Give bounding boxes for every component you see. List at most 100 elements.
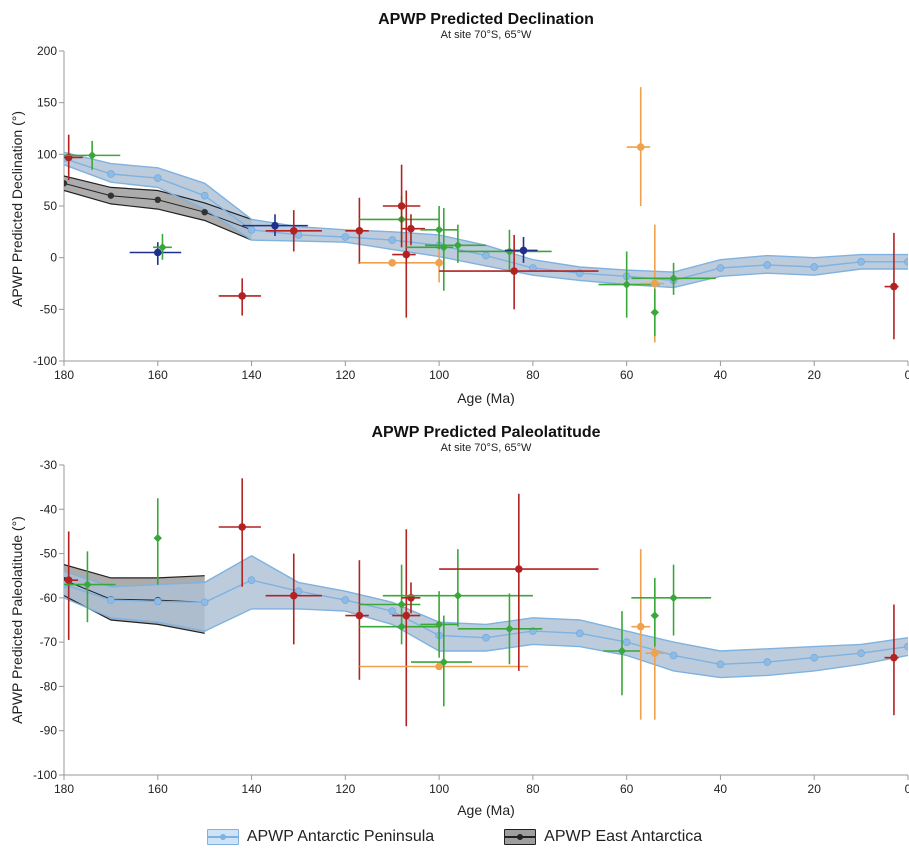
band-antarctic-peninsula-shade <box>64 152 908 288</box>
declination-chart: APWP Predicted Declination At site 70°S,… <box>9 11 909 406</box>
chart-title: APWP Predicted Declination <box>378 11 594 28</box>
observation-marker <box>397 202 406 210</box>
peninsula-point <box>294 587 303 596</box>
site-observation <box>631 262 716 295</box>
x-tick-label: 140 <box>242 368 262 382</box>
site-observation <box>884 604 899 716</box>
plot-area <box>64 478 908 727</box>
observation-marker <box>650 611 659 620</box>
peninsula-point <box>388 236 397 244</box>
x-tick-label: 40 <box>714 368 728 382</box>
peninsula-point <box>669 651 678 660</box>
observation-marker <box>388 259 397 267</box>
east-antarctica-point <box>107 192 115 199</box>
y-tick-label: -90 <box>40 724 58 738</box>
site-observation <box>265 553 322 645</box>
observation-marker <box>651 279 659 288</box>
observation-marker <box>650 308 659 317</box>
site-observation <box>359 259 440 267</box>
site-observation <box>457 593 543 665</box>
observation-marker <box>153 248 162 257</box>
y-axis-label: APWP Predicted Declination (°) <box>9 111 25 307</box>
observation-marker <box>636 622 645 631</box>
legend-swatch-peninsula <box>206 829 239 845</box>
observation-marker <box>636 143 645 151</box>
peninsula-point <box>482 633 490 642</box>
site-observation <box>392 529 421 727</box>
peninsula-point <box>200 598 209 607</box>
peninsula-point <box>575 629 584 638</box>
observation-marker <box>355 227 364 235</box>
x-tick-label: 120 <box>335 368 355 382</box>
peninsula-point <box>482 251 490 260</box>
observation-marker <box>890 653 898 662</box>
y-tick-label: -100 <box>33 354 57 368</box>
chart-subtitle: At site 70°S, 65°W <box>441 29 532 41</box>
observation-marker <box>355 611 364 620</box>
observation-marker <box>622 280 631 289</box>
observation-marker <box>289 591 298 600</box>
legend-label-peninsula: APWP Antarctic Peninsula <box>246 828 435 845</box>
x-tick-label: 20 <box>808 368 822 382</box>
site-observation <box>64 134 83 181</box>
site-observation <box>425 224 486 263</box>
site-observation <box>650 288 659 337</box>
site-observation <box>218 278 261 316</box>
observation-marker <box>453 241 463 250</box>
site-observation <box>598 251 660 318</box>
observation-marker <box>64 576 73 584</box>
paleolatitude-chart: APWP Predicted Paleolatitude At site 70°… <box>9 424 909 818</box>
y-tick-label: -60 <box>40 591 58 605</box>
peninsula-point <box>904 642 908 651</box>
site-observation <box>218 478 261 587</box>
site-observation <box>631 564 712 636</box>
observation-marker <box>238 292 246 300</box>
y-tick-label: 150 <box>37 96 57 110</box>
plot-area <box>64 87 908 343</box>
site-observation <box>640 224 665 343</box>
observation-marker <box>669 593 678 603</box>
legend-item-east[interactable]: APWP East Antarctica <box>504 828 702 846</box>
site-observation <box>64 140 121 170</box>
observation-marker <box>617 646 627 656</box>
observation-marker <box>434 225 444 234</box>
peninsula-point <box>857 649 865 658</box>
site-observation <box>64 531 79 640</box>
peninsula-point <box>716 660 725 669</box>
x-tick-label: 20 <box>808 782 822 796</box>
observation-marker <box>435 259 443 267</box>
y-tick-label: 100 <box>37 147 57 161</box>
x-tick-label: 180 <box>54 782 74 796</box>
x-tick-label: 60 <box>620 782 634 796</box>
east-lower-edge <box>64 189 252 241</box>
site-observation <box>401 214 426 246</box>
y-tick-label: -50 <box>40 547 58 561</box>
band-antarctic-peninsula-shade <box>64 555 908 678</box>
peninsula-upper-edge <box>64 554 908 652</box>
observation-marker <box>515 565 523 573</box>
legend-label-east: APWP East Antarctica <box>544 828 703 845</box>
x-tick-label: 0 <box>905 368 909 382</box>
legend-item-peninsula[interactable]: APWP Antarctic Peninsula <box>206 828 435 846</box>
site-observation <box>884 232 899 340</box>
x-tick-label: 80 <box>526 368 540 382</box>
site-observation <box>504 237 538 263</box>
peninsula-point <box>716 264 725 272</box>
observation-marker <box>651 649 659 658</box>
site-observation <box>153 498 162 585</box>
peninsula-point <box>247 225 256 234</box>
legend-swatch-east <box>504 829 537 845</box>
site-observation <box>439 493 599 671</box>
observation-marker <box>402 611 411 620</box>
observation-marker <box>510 267 518 275</box>
x-tick-label: 160 <box>148 368 168 382</box>
peninsula-point <box>763 261 772 269</box>
peninsula-point <box>904 258 908 266</box>
peninsula-point <box>857 257 865 266</box>
site-observation <box>382 164 421 248</box>
y-tick-label: 200 <box>37 44 57 58</box>
observation-marker <box>238 523 246 531</box>
chart-legend: APWP Antarctic Peninsula APWP East Antar… <box>0 826 909 848</box>
